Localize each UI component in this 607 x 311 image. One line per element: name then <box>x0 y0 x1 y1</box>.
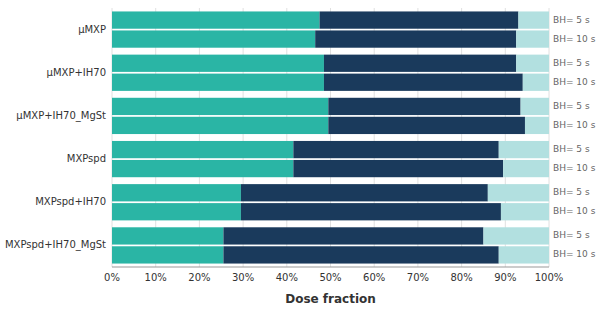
x-tick-label: 70% <box>407 272 429 283</box>
bar-segment <box>499 246 549 263</box>
x-tick-label: 80% <box>450 272 472 283</box>
bar-segment <box>112 184 241 201</box>
bar-segment <box>315 30 516 47</box>
bar-label: BH= 5 s <box>553 144 590 154</box>
bar-segment <box>112 11 320 28</box>
bar-segment <box>112 117 328 134</box>
bar-label: BH= 10 s <box>553 249 596 259</box>
bar-segment <box>324 55 516 72</box>
bar-label: BH= 5 s <box>553 58 590 68</box>
bar-segment <box>328 117 525 134</box>
bar-segment <box>523 74 549 91</box>
bar-label: BH= 5 s <box>553 101 590 111</box>
bar-label: BH= 10 s <box>553 120 596 130</box>
bar-segment <box>112 203 241 220</box>
y-axis: μMXP μMXP+IH70 μMXP+IH70_MgSt MXPspd MXPspd+… <box>5 24 106 252</box>
bar-segment <box>241 203 501 220</box>
x-tick-label: 10% <box>145 272 167 283</box>
x-tick-label: 60% <box>363 272 385 283</box>
x-tick-label: 0% <box>104 272 120 283</box>
bar-label: BH= 5 s <box>553 15 590 25</box>
x-tick-label: 90% <box>494 272 516 283</box>
bar-labels: BH= 5 s BH= 10 s BH= 5 s BH= 10 s BH= 5 s BH=… <box>553 15 596 260</box>
x-tick-label: 40% <box>276 272 298 283</box>
y-tick-label: μMXP <box>78 24 106 35</box>
bar-segment <box>499 141 549 158</box>
bar-segment <box>112 227 223 244</box>
bar-segment <box>518 11 549 28</box>
bar-segment <box>112 98 328 115</box>
bar-label: BH= 10 s <box>553 206 596 216</box>
bar-segment <box>293 160 503 177</box>
bar-segment <box>516 55 549 72</box>
bar-label: BH= 5 s <box>553 187 590 197</box>
x-axis: 0% 10% 20% 30% 40% 50% 60% 70% 80% 90% 100% <box>104 272 563 283</box>
x-tick-label: 20% <box>188 272 210 283</box>
x-axis-label: Dose fraction <box>285 292 376 306</box>
bar-label: BH= 10 s <box>553 163 596 173</box>
bar-segment <box>324 74 523 91</box>
grid <box>112 8 549 267</box>
bar-segment <box>328 98 520 115</box>
bar-segment <box>503 160 549 177</box>
bar-label: BH= 5 s <box>553 230 590 240</box>
bar-segment <box>112 74 324 91</box>
chart: 0% 10% 20% 30% 40% 50% 60% 70% 80% 90% 100% Dose fr… <box>0 0 607 311</box>
bar-segment <box>483 227 549 244</box>
y-tick-label: μMXP+IH70 <box>47 67 106 78</box>
bar-segment <box>501 203 549 220</box>
bar-label: BH= 10 s <box>553 77 596 87</box>
x-tick-label: 50% <box>319 272 341 283</box>
x-tick-label: 100% <box>535 272 564 283</box>
bar-segment <box>516 30 549 47</box>
bar-segment <box>112 55 324 72</box>
bar-segment <box>293 141 498 158</box>
bar-segment <box>112 160 293 177</box>
bar-segment <box>521 98 549 115</box>
bar-segment <box>112 246 223 263</box>
bar-segment <box>241 184 488 201</box>
bar-segment <box>112 141 293 158</box>
y-tick-label: MXPspd+IH70_MgSt <box>5 239 106 251</box>
bar-label: BH= 10 s <box>553 34 596 44</box>
y-tick-label: μMXP+IH70_MgSt <box>16 110 106 122</box>
x-axis-line <box>112 267 549 268</box>
bar-segment <box>112 30 315 47</box>
page: {"chart_data": { "type": "bar", "orienta… <box>0 0 607 311</box>
y-tick-label: MXPspd <box>67 153 106 164</box>
x-tick-label: 30% <box>232 272 254 283</box>
bar-segment <box>525 117 549 134</box>
bar-segment <box>488 184 549 201</box>
bar-segment <box>320 11 519 28</box>
y-tick-label: MXPspd+IH70 <box>35 196 106 207</box>
bar-segment <box>223 246 498 263</box>
bars <box>112 11 549 263</box>
bar-segment <box>223 227 483 244</box>
